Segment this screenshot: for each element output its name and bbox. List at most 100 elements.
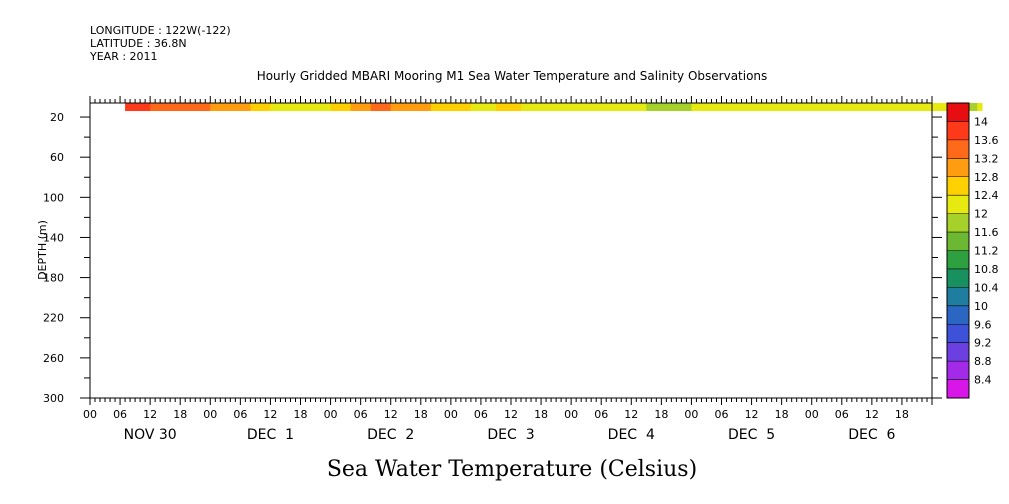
- heat-cell: [681, 103, 687, 112]
- x-tick-label: 00: [564, 408, 578, 421]
- heat-cell: [215, 103, 221, 112]
- colorbar-swatch: [947, 213, 969, 233]
- heat-cell: [340, 103, 347, 112]
- heat-cell: [275, 103, 281, 112]
- heat-cell: [686, 103, 692, 112]
- heat-cell: [926, 103, 933, 112]
- heat-cell: [205, 103, 211, 112]
- x-day-label: DEC 2: [367, 427, 414, 443]
- heat-cell: [651, 103, 657, 112]
- heat-cell: [455, 103, 462, 112]
- heat-cell: [490, 103, 497, 112]
- heat-cell: [300, 103, 306, 112]
- x-tick-label: 18: [173, 408, 187, 421]
- heat-cell: [901, 103, 908, 112]
- heat-cell: [601, 103, 607, 112]
- heat-cell: [561, 103, 567, 112]
- heat-cell: [415, 103, 422, 112]
- heat-cell: [786, 103, 793, 112]
- heat-cell: [621, 103, 627, 112]
- colorbar-swatch: [947, 250, 969, 270]
- x-tick-label: 06: [233, 408, 247, 421]
- heat-cell: [345, 103, 352, 112]
- heat-cell: [365, 103, 372, 112]
- heat-cell: [531, 103, 537, 112]
- heat-cell: [395, 103, 402, 112]
- heat-cell: [796, 103, 803, 112]
- colorbar-frame: [946, 102, 970, 399]
- colorbar-label: 11.6: [974, 226, 999, 239]
- heat-cell: [435, 103, 442, 112]
- x-tick-label: 00: [805, 408, 819, 421]
- heat-cell: [170, 103, 176, 112]
- heat-cell: [942, 103, 948, 112]
- heat-cell: [932, 103, 938, 112]
- x-tick-label: 00: [444, 408, 458, 421]
- heat-cell: [330, 103, 336, 112]
- heat-cell: [230, 103, 236, 112]
- heat-cell: [831, 103, 838, 112]
- heat-cell: [666, 103, 672, 112]
- heat-cell: [485, 103, 492, 112]
- heat-cell: [500, 103, 507, 112]
- colorbar-label: 12.4: [974, 189, 999, 202]
- heat-cell: [751, 103, 757, 112]
- heat-cell: [636, 103, 642, 112]
- heat-cell: [285, 103, 291, 112]
- x-tick-label: 12: [263, 408, 277, 421]
- heat-cell: [616, 103, 622, 112]
- heat-cell: [646, 103, 652, 112]
- y-tick-label: 180: [43, 272, 64, 285]
- colorbar-swatch: [947, 287, 969, 307]
- heat-cell: [771, 103, 778, 112]
- x-tick-label: 18: [654, 408, 668, 421]
- heat-cell: [776, 103, 783, 112]
- heat-cell: [380, 103, 387, 112]
- heat-cell: [505, 103, 512, 112]
- x-tick-label: 00: [324, 408, 338, 421]
- heat-cell: [315, 103, 321, 112]
- colorbar-swatch: [947, 158, 969, 178]
- heat-cell: [135, 103, 141, 112]
- heat-cell: [305, 103, 311, 112]
- heat-cell: [876, 103, 883, 112]
- heat-cell: [746, 103, 752, 112]
- x-tick-label: 12: [745, 408, 759, 421]
- colorbar-label: 9.2: [974, 337, 992, 350]
- heat-cell: [716, 103, 722, 112]
- heat-cell: [816, 103, 823, 112]
- colorbar-swatch: [947, 305, 969, 325]
- heat-cell: [937, 103, 943, 112]
- heat-cell: [886, 103, 893, 112]
- heat-cell: [761, 103, 768, 112]
- heat-cell: [350, 103, 357, 112]
- heat-cell: [280, 103, 286, 112]
- colorbar-swatch: [947, 324, 969, 343]
- heat-cell: [611, 103, 617, 112]
- heat-cell: [801, 103, 808, 112]
- heat-cell: [130, 103, 136, 112]
- x-day-label: DEC 3: [487, 427, 534, 443]
- x-tick-label: 18: [534, 408, 548, 421]
- heat-cell: [150, 103, 156, 112]
- heat-cell: [781, 103, 788, 112]
- heat-cell: [511, 103, 517, 112]
- heat-cell: [736, 103, 742, 112]
- y-axis-label: DEPTH (m): [36, 220, 49, 280]
- heat-cell: [866, 103, 873, 112]
- x-tick-label: 12: [143, 408, 157, 421]
- heat-cell: [245, 103, 251, 112]
- x-tick-label: 18: [294, 408, 308, 421]
- heat-cell: [656, 103, 662, 112]
- colorbar-swatch: [947, 342, 969, 362]
- x-day-label: NOV 30: [124, 427, 177, 443]
- heat-cell: [140, 103, 146, 112]
- heat-cell: [571, 103, 577, 112]
- x-day-label: DEC 5: [728, 427, 775, 443]
- heat-cell: [370, 103, 377, 112]
- heat-cell: [250, 103, 256, 112]
- heat-cell: [972, 103, 978, 112]
- temperature-heatmap: [125, 103, 983, 112]
- heat-cell: [881, 103, 888, 112]
- heat-cell: [320, 103, 326, 112]
